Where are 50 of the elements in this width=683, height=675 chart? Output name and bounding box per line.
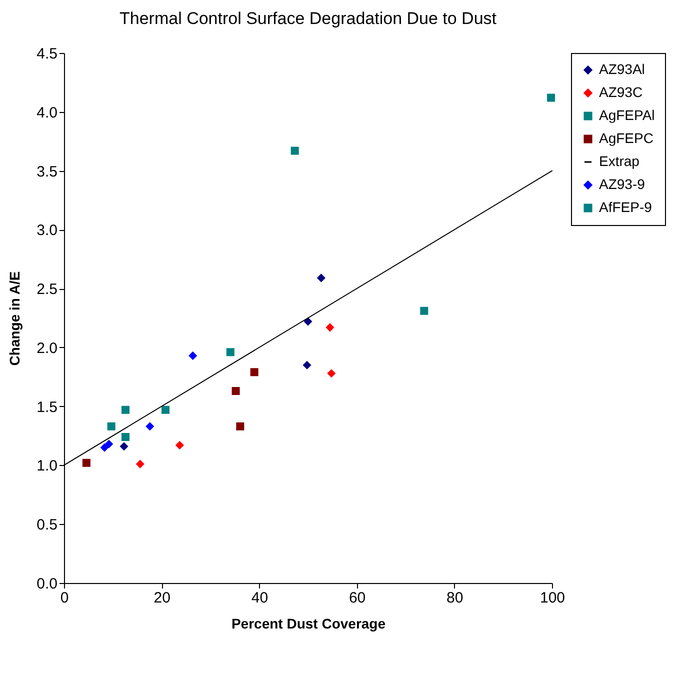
point bbox=[121, 432, 130, 441]
point bbox=[226, 348, 234, 356]
point bbox=[121, 406, 130, 414]
x-tick-label: 20 bbox=[154, 590, 170, 606]
point bbox=[304, 318, 312, 326]
y-tick-label: 1.0 bbox=[36, 458, 58, 475]
point bbox=[146, 422, 154, 430]
point bbox=[290, 146, 299, 155]
point bbox=[326, 323, 334, 332]
x-tick-label: 60 bbox=[348, 590, 366, 606]
legend-label: Extrap bbox=[599, 153, 640, 169]
point bbox=[303, 361, 312, 370]
point bbox=[162, 406, 170, 414]
y-tick-label: 0.0 bbox=[36, 576, 58, 592]
y-tick-label: 0.5 bbox=[36, 516, 58, 534]
point bbox=[317, 274, 326, 282]
point bbox=[232, 387, 240, 396]
legend-label: AgFEPAl bbox=[599, 107, 655, 123]
y-tick-label: 2.0 bbox=[36, 340, 58, 357]
point bbox=[250, 368, 258, 376]
point bbox=[104, 440, 113, 448]
x-tick-label: 100 bbox=[540, 590, 566, 606]
x-axis-title: Percent Dust Coverage bbox=[231, 616, 386, 632]
point bbox=[100, 444, 109, 452]
point bbox=[107, 422, 116, 430]
y-tick-label: 4.0 bbox=[36, 104, 58, 122]
point bbox=[188, 352, 197, 360]
point bbox=[176, 441, 184, 450]
point bbox=[420, 306, 428, 315]
point bbox=[120, 442, 128, 450]
y-tick-label: 4.5 bbox=[36, 46, 58, 62]
legend-label: AgFEPC bbox=[599, 130, 654, 146]
legend-label: AZ93-9 bbox=[599, 176, 646, 192]
point bbox=[82, 458, 90, 467]
point bbox=[327, 369, 336, 378]
x-tick-label: 40 bbox=[251, 590, 268, 606]
x-tick-label: 80 bbox=[446, 590, 464, 606]
y-tick-label: 2.5 bbox=[36, 281, 58, 298]
legend-label: AfFEP-9 bbox=[599, 199, 652, 215]
y-tick-label: 1.5 bbox=[36, 398, 58, 416]
point bbox=[547, 94, 556, 102]
legend-label: AZ93Al bbox=[599, 61, 645, 77]
y-tick-label: 3.0 bbox=[36, 222, 58, 240]
legend-label: AZ93C bbox=[599, 84, 643, 100]
y-axis-title: Change in A/E bbox=[6, 271, 23, 366]
point bbox=[236, 422, 244, 430]
x-tick-label: 0 bbox=[60, 590, 69, 606]
y-tick-label: 3.5 bbox=[36, 163, 58, 180]
chart-title: Thermal Control Surface Degradation Due to Dust bbox=[119, 9, 497, 28]
point bbox=[136, 460, 144, 468]
